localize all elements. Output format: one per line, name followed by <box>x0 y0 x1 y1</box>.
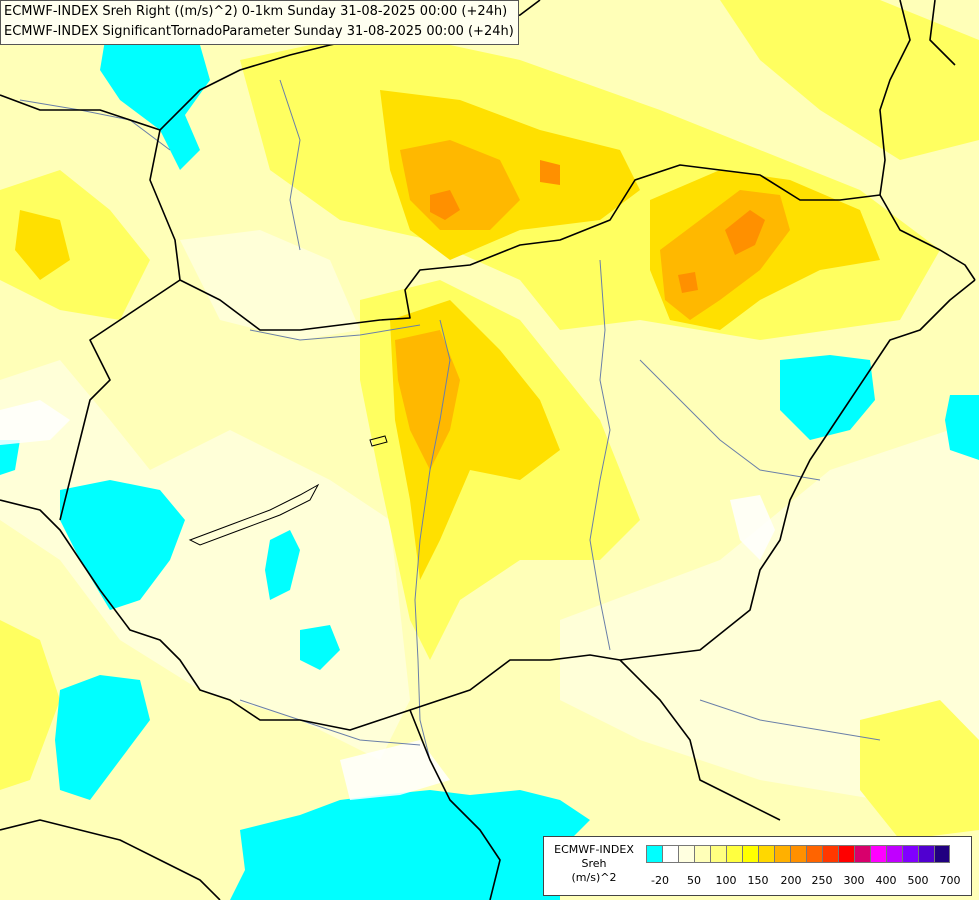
legend-swatch <box>870 845 886 863</box>
legend-tick-label: 500 <box>907 874 929 887</box>
legend-swatch <box>806 845 822 863</box>
legend-tick-label: 700 <box>939 874 961 887</box>
legend-swatch <box>838 845 854 863</box>
legend-swatch <box>726 845 742 863</box>
legend-tick-label: 200 <box>780 874 802 887</box>
legend-swatch <box>934 845 950 863</box>
legend-tick-label: 300 <box>843 874 865 887</box>
legend-tick-label: 100 <box>715 874 737 887</box>
legend-swatch <box>694 845 710 863</box>
legend-swatch <box>886 845 902 863</box>
lake-outline <box>188 483 320 546</box>
legend-source: ECMWF-INDEX <box>554 843 634 856</box>
legend-swatch <box>678 845 694 863</box>
lake-outline-2 <box>369 435 388 447</box>
legend-label: ECMWF-INDEX Sreh (m/s)^2 <box>544 843 644 885</box>
legend-swatch <box>662 845 678 863</box>
legend-tick-label: 150 <box>747 874 769 887</box>
map-title-line-1: ECMWF-INDEX Sreh Right ((m/s)^2) 0-1km S… <box>4 4 508 19</box>
rivers <box>19 79 881 801</box>
legend-unit: (m/s)^2 <box>571 871 617 884</box>
legend-swatch <box>918 845 934 863</box>
map-title-box: ECMWF-INDEX Sreh Right ((m/s)^2) 0-1km S… <box>0 0 519 45</box>
legend-swatch <box>646 845 662 863</box>
legend-swatch <box>710 845 726 863</box>
legend-swatch <box>902 845 918 863</box>
cyan-shading <box>0 30 979 900</box>
legend-swatch <box>758 845 774 863</box>
legend-tick-label: 400 <box>875 874 897 887</box>
legend-ticks: -20 50 100 150 200 250 300 400 500 700 <box>646 874 966 890</box>
legend-swatch <box>822 845 838 863</box>
white-shading <box>0 400 775 800</box>
color-legend: ECMWF-INDEX Sreh (m/s)^2 -20 50 100 150 200 2… <box>543 836 972 896</box>
dark-orange-shading <box>430 160 765 293</box>
legend-tick-label: 250 <box>811 874 833 887</box>
legend-tick-label: 50 <box>687 874 701 887</box>
legend-tick-label: -20 <box>651 874 669 887</box>
legend-swatch <box>742 845 758 863</box>
legend-swatches <box>646 845 950 863</box>
legend-swatch <box>774 845 790 863</box>
legend-swatch <box>790 845 806 863</box>
legend-variable: Sreh <box>581 857 607 870</box>
legend-swatch <box>854 845 870 863</box>
map-title-line-2: ECMWF-INDEX SignificantTornadoParameter … <box>4 24 514 39</box>
